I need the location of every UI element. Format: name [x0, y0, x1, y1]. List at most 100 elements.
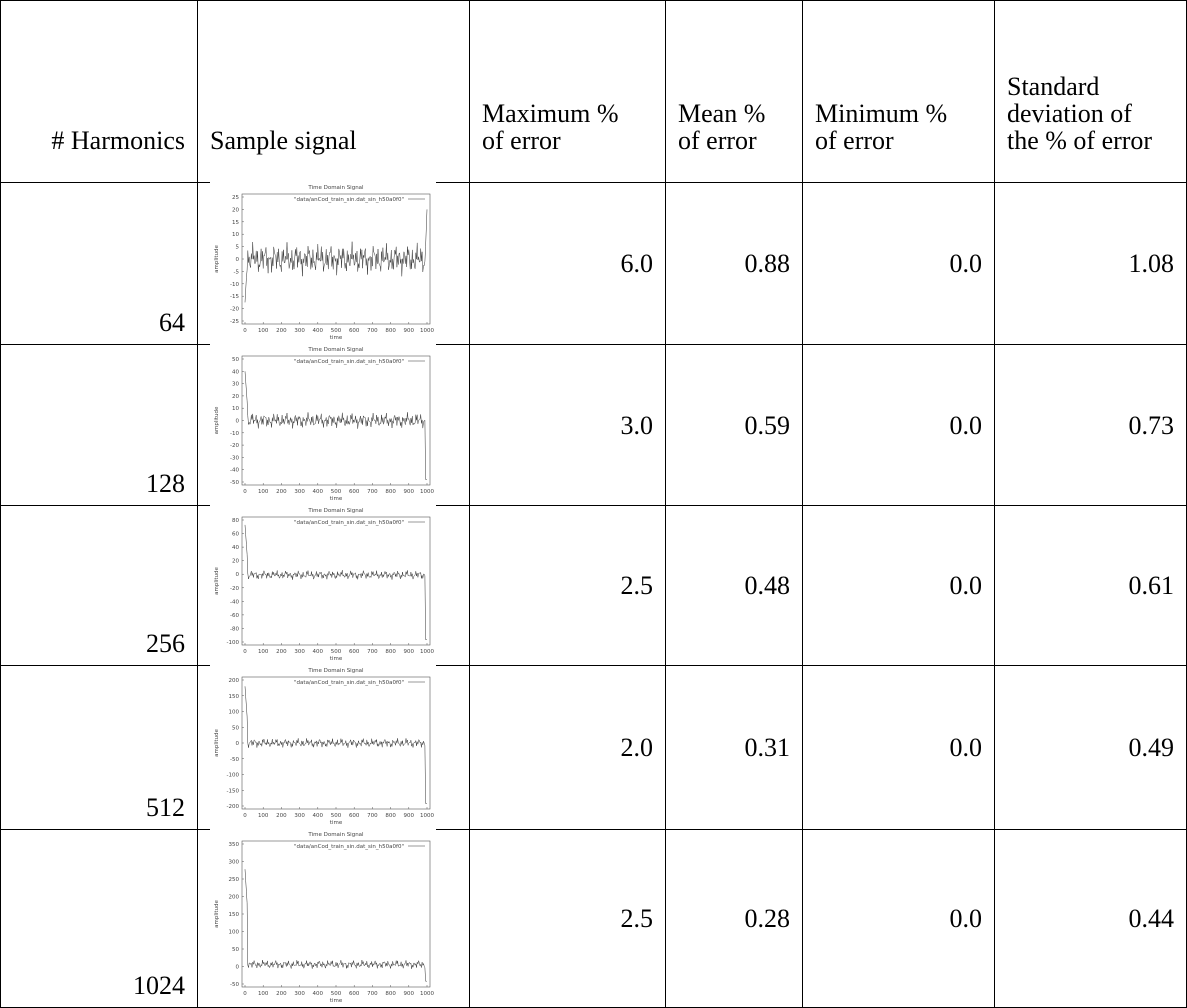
signal-cell: Time Domain Signal 80 60 40 20 0 -20 -40 -60 -80-… [198, 505, 470, 666]
signal-cell: Time Domain Signal 50 40 30 20 10 0 -10 -20 -30 -4… [198, 344, 470, 506]
header-text: Sample signal [210, 126, 357, 155]
value: 0.73 [1128, 410, 1175, 440]
x-tick-label: 900 [404, 649, 415, 655]
y-tick-label: -30 [230, 455, 239, 461]
value: 0.0 [949, 733, 983, 762]
x-tick-label: 900 [404, 813, 415, 819]
x-tick-label: 400 [313, 489, 324, 495]
header-cell: # Harmonics [0, 0, 198, 183]
value: 0.61 [1128, 571, 1175, 600]
plot-title: Time Domain Signal [307, 508, 364, 514]
legend-text: "data/anCod_train_sin.dat_sin_h50a0f0" [294, 520, 404, 526]
harmonics: 256 [146, 629, 185, 658]
y-tick-label: 20 [232, 559, 239, 565]
legend-text: "data/anCod_train_sin.dat_sin_h50a0f0" [294, 680, 404, 686]
x-axis-label: time [330, 998, 343, 1004]
y-tick-label: 20 [232, 207, 239, 213]
y-tick-label: 10 [232, 406, 239, 412]
sample-signal-plot: Time Domain Signal 25 20 15 10 5 0 -5 -10 -15 -20 -… [210, 182, 436, 344]
value-cell: 2.5 [470, 830, 666, 1008]
y-tick-label: -50 [230, 982, 239, 988]
x-tick-label: 1000 [420, 991, 434, 997]
sample-signal-plot: Time Domain Signal350300250200150100500-… [210, 829, 436, 1007]
y-tick-label: 20 [232, 394, 239, 400]
y-tick-label: 300 [229, 860, 240, 866]
plot-background [210, 505, 436, 665]
x-axis-label: time [330, 656, 343, 662]
x-tick-label: 200 [276, 328, 287, 334]
value: 0.0 [949, 410, 983, 440]
x-tick-label: 200 [276, 813, 287, 819]
plot-background [210, 665, 436, 829]
value-cell: 0.48 [666, 506, 803, 666]
signal-cell: Time Domain Signal 350 300 250 200 150 100 50 0-… [198, 829, 470, 1008]
y-tick-label: 200 [229, 678, 240, 684]
x-tick-label: 0 [243, 328, 247, 334]
header-cell: Sample signal [198, 0, 470, 183]
y-tick-label: -150 [227, 788, 240, 794]
y-tick-label: -80 [230, 626, 239, 632]
value-cell: 0.31 [666, 666, 803, 830]
header-text: Mean % of error [678, 99, 766, 155]
y-axis-label: amplitude [214, 244, 220, 272]
x-axis-label: time [330, 820, 343, 826]
x-tick-label: 800 [385, 991, 396, 997]
legend-text: "data/anCod_train_sin.dat_sin_h50a0f0" [294, 197, 404, 203]
y-tick-label: 100 [229, 930, 240, 936]
legend-text: "data/anCod_train_sin.dat_sin_h50a0f0" [294, 844, 404, 850]
y-tick-label: -20 [230, 307, 239, 313]
x-tick-label: 100 [258, 328, 269, 334]
y-tick-label: -10 [230, 431, 239, 437]
x-tick-label: 700 [367, 649, 378, 655]
header-cell: Maximum % of error [470, 0, 666, 183]
harmonics-cell: 512 [0, 666, 198, 830]
signal-trace [244, 524, 427, 640]
harmonics: 1024 [133, 971, 185, 1000]
y-tick-label: -10 [230, 282, 239, 288]
signal-trace [244, 371, 427, 480]
x-tick-label: 800 [385, 328, 396, 334]
y-tick-label: -15 [230, 294, 239, 300]
value-cell: 0.59 [666, 345, 803, 506]
y-tick-label: 5 [236, 245, 240, 251]
value-cell: 6.0 [470, 183, 666, 345]
y-tick-label: 50 [232, 357, 239, 363]
x-tick-label: 600 [349, 328, 360, 334]
plot-background [210, 829, 436, 1007]
x-tick-label: 300 [294, 649, 305, 655]
x-tick-label: 500 [331, 489, 342, 495]
plot-title: Time Domain Signal [307, 668, 364, 674]
y-tick-label: -100 [227, 773, 240, 779]
y-axis-label: amplitude [214, 899, 220, 927]
value-cell: 0.73 [995, 345, 1187, 506]
x-tick-label: 500 [331, 649, 342, 655]
x-tick-label: 600 [349, 813, 360, 819]
x-tick-label: 0 [243, 649, 247, 655]
x-tick-label: 600 [349, 489, 360, 495]
x-tick-label: 400 [313, 328, 324, 334]
legend-text: "data/anCod_train_sin.dat_sin_h50a0f0" [294, 359, 404, 365]
value-cell: 2.5 [470, 506, 666, 666]
value-cell: 1.08 [995, 183, 1187, 345]
x-tick-label: 700 [367, 489, 378, 495]
value: 0.88 [744, 249, 791, 278]
value-cell: 2.0 [470, 666, 666, 830]
value-cell: 0.0 [803, 666, 995, 830]
y-tick-label: -20 [230, 586, 239, 592]
x-tick-label: 900 [404, 328, 415, 334]
value: 0.59 [744, 410, 791, 440]
harmonics-cell: 1024 [0, 830, 198, 1008]
header-text: Minimum % of error [815, 99, 948, 155]
y-tick-label: 30 [232, 382, 239, 388]
x-tick-label: 400 [313, 991, 324, 997]
x-tick-label: 200 [276, 489, 287, 495]
x-tick-label: 1000 [420, 813, 434, 819]
value-cell: 3.0 [470, 345, 666, 506]
x-tick-label: 100 [258, 489, 269, 495]
y-tick-label: 200 [229, 895, 240, 901]
x-tick-label: 300 [294, 991, 305, 997]
x-tick-label: 300 [294, 328, 305, 334]
value-cell: 0.49 [995, 666, 1187, 830]
value: 3.0 [620, 410, 654, 440]
